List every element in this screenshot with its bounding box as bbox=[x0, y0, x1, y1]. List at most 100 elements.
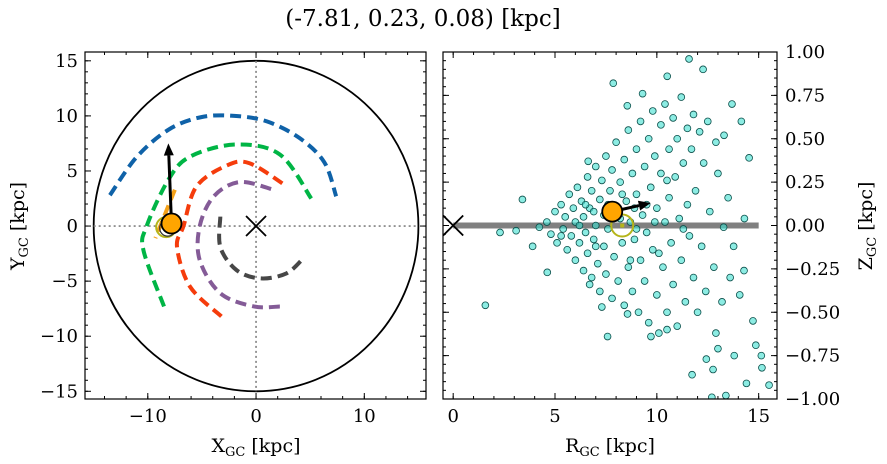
scatter-point bbox=[642, 228, 651, 237]
scatter-point bbox=[602, 152, 610, 160]
y-tick-label: −0.50 bbox=[785, 302, 840, 323]
scatter-point bbox=[740, 214, 749, 223]
scatter-point bbox=[589, 235, 598, 244]
y-tick-label: 15 bbox=[55, 51, 78, 72]
scatter-point bbox=[591, 242, 600, 251]
scatter-point bbox=[646, 183, 655, 192]
orbit-curve-5 bbox=[217, 216, 306, 281]
scatter-point bbox=[584, 157, 593, 166]
scatter-point bbox=[609, 79, 618, 88]
scatter-point bbox=[661, 218, 669, 226]
scatter-point bbox=[623, 310, 632, 318]
x-tick-label: 15 bbox=[747, 406, 770, 427]
scatter-point bbox=[679, 225, 688, 233]
scatter-point bbox=[663, 325, 671, 334]
plot-area bbox=[443, 55, 773, 399]
scatter-point bbox=[687, 145, 696, 153]
scatter-point bbox=[636, 117, 645, 126]
scatter-point bbox=[724, 193, 732, 202]
y-tick-label: 10 bbox=[55, 106, 78, 127]
scatter-point bbox=[569, 204, 578, 212]
scatter-point bbox=[675, 214, 684, 223]
scatter-point bbox=[651, 218, 659, 226]
scatter-point bbox=[622, 197, 631, 206]
scatter-point bbox=[581, 200, 590, 209]
scatter-point bbox=[496, 228, 504, 237]
scatter-point bbox=[623, 101, 632, 110]
scatter-point bbox=[677, 256, 686, 265]
scatter-point bbox=[669, 114, 677, 122]
scatter-point bbox=[640, 277, 649, 285]
scatter-point bbox=[606, 187, 614, 195]
scatter-point bbox=[679, 159, 688, 167]
scatter-point bbox=[585, 280, 594, 289]
scatter-point bbox=[752, 341, 760, 350]
scatter-point bbox=[669, 280, 677, 289]
x-tick-label: 0 bbox=[250, 406, 261, 427]
scatter-point bbox=[535, 223, 544, 232]
scatter-point bbox=[620, 155, 629, 164]
scatter-point bbox=[624, 263, 633, 271]
scatter-point bbox=[575, 239, 584, 247]
scatter-point bbox=[610, 252, 618, 261]
scatter-point bbox=[648, 107, 657, 115]
scatter-point bbox=[638, 89, 647, 98]
scatter-point bbox=[644, 318, 653, 327]
scatter-point bbox=[728, 100, 736, 108]
scatter-point bbox=[663, 176, 671, 185]
scatter-point bbox=[740, 266, 748, 275]
scatter-point bbox=[653, 291, 661, 299]
scatter-point bbox=[561, 213, 569, 221]
scatter-point bbox=[653, 204, 661, 212]
galactic-center-marker bbox=[443, 214, 464, 237]
scatter-point bbox=[685, 232, 694, 240]
scatter-point bbox=[648, 245, 657, 254]
scatter-point bbox=[602, 270, 610, 278]
scatter-point bbox=[663, 308, 671, 317]
scatter-point bbox=[581, 228, 590, 237]
scatter-point bbox=[567, 232, 576, 240]
scatter-point bbox=[719, 223, 728, 232]
scatter-point bbox=[683, 124, 692, 133]
scatter-point bbox=[742, 379, 751, 388]
scatter-point bbox=[626, 256, 635, 265]
galactic-center-marker bbox=[245, 215, 267, 237]
scatter-point bbox=[575, 221, 584, 230]
sun-marker bbox=[160, 212, 183, 235]
orbit-curve-3 bbox=[174, 159, 287, 318]
sun-marker bbox=[601, 200, 624, 223]
rz-plane-panel: 0 5 10 15 1.00 0.75 0.50 0.25 0.00 −0.25 −0.50 −0.7… bbox=[442, 42, 840, 427]
left-y-axis-label: YGC [kpc] bbox=[7, 182, 32, 271]
scatter-point bbox=[598, 303, 606, 311]
scatter-point bbox=[758, 363, 766, 372]
scatter-point bbox=[671, 173, 679, 181]
axes-frame bbox=[442, 51, 778, 400]
velocity-arrow-head bbox=[637, 200, 651, 211]
scatter-point bbox=[677, 93, 686, 101]
scatter-point bbox=[614, 277, 622, 285]
scatter-point bbox=[699, 65, 707, 74]
scatter-point bbox=[603, 332, 612, 341]
plot-area bbox=[92, 59, 420, 393]
scatter-point bbox=[647, 332, 655, 341]
cluster-center-square bbox=[620, 223, 625, 228]
y-tick-label: 0.50 bbox=[785, 129, 825, 150]
left-x-axis-label: XGC [kpc] bbox=[211, 435, 300, 460]
scatter-point bbox=[571, 256, 580, 265]
scatter-point bbox=[638, 211, 647, 219]
scatter-point bbox=[528, 242, 537, 251]
scatter-point bbox=[620, 301, 629, 310]
orbit-curve-6 bbox=[153, 188, 177, 239]
scatter-point bbox=[710, 263, 718, 271]
y-tick-label: −1.00 bbox=[785, 389, 840, 410]
scatter-point bbox=[695, 128, 704, 136]
scatter-point bbox=[481, 301, 490, 310]
scatter-point bbox=[630, 235, 639, 244]
y-tick-label: −0.75 bbox=[785, 346, 840, 367]
scatter-point bbox=[543, 218, 551, 226]
scatter-point bbox=[636, 256, 645, 265]
scatter-point bbox=[729, 242, 738, 251]
y-tick-label: −10 bbox=[40, 326, 78, 347]
scatter-point bbox=[644, 134, 653, 143]
